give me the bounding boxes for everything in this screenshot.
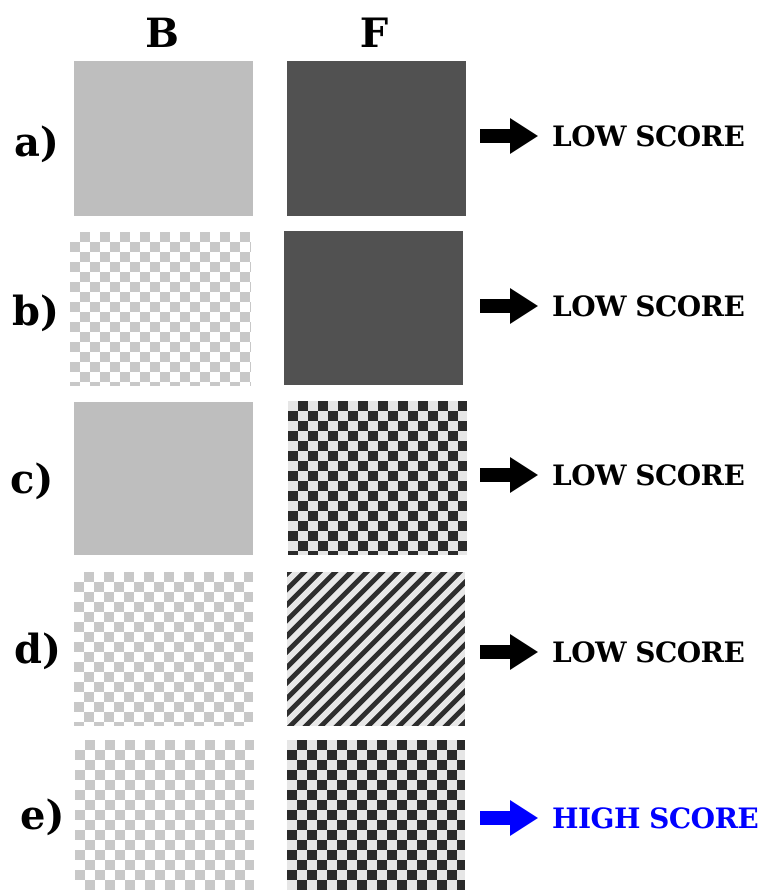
- background-tile-a: [74, 61, 253, 216]
- foreground-tile-b: [284, 231, 463, 385]
- right-arrow-icon: [480, 800, 538, 836]
- score-indicator-d: LOW SCORE: [480, 634, 745, 670]
- column-header-b: B: [145, 10, 179, 57]
- score-label-a: LOW SCORE: [552, 119, 745, 153]
- right-arrow-icon: [480, 457, 538, 493]
- row-label-a: a): [14, 119, 59, 166]
- foreground-tile-a: [287, 61, 466, 216]
- score-indicator-b: LOW SCORE: [480, 288, 745, 324]
- right-arrow-icon: [480, 288, 538, 324]
- foreground-tile-c: [288, 401, 467, 555]
- score-indicator-c: LOW SCORE: [480, 457, 745, 493]
- score-label-d: LOW SCORE: [552, 635, 745, 669]
- row-label-b: b): [12, 288, 59, 335]
- row-label-e: e): [20, 792, 65, 839]
- background-tile-c: [74, 402, 253, 555]
- row-label-c: c): [10, 456, 54, 503]
- row-label-d: d): [14, 626, 61, 673]
- score-indicator-a: LOW SCORE: [480, 118, 745, 154]
- foreground-tile-e: [287, 740, 465, 890]
- background-tile-b: [70, 232, 251, 386]
- score-label-e: HIGH SCORE: [552, 801, 759, 835]
- score-label-b: LOW SCORE: [552, 289, 745, 323]
- background-tile-e: [75, 740, 254, 890]
- score-indicator-e: HIGH SCORE: [480, 800, 759, 836]
- score-label-c: LOW SCORE: [552, 458, 745, 492]
- column-header-f: F: [359, 10, 389, 57]
- foreground-tile-d: [287, 572, 465, 726]
- right-arrow-icon: [480, 118, 538, 154]
- right-arrow-icon: [480, 634, 538, 670]
- background-tile-d: [74, 572, 253, 726]
